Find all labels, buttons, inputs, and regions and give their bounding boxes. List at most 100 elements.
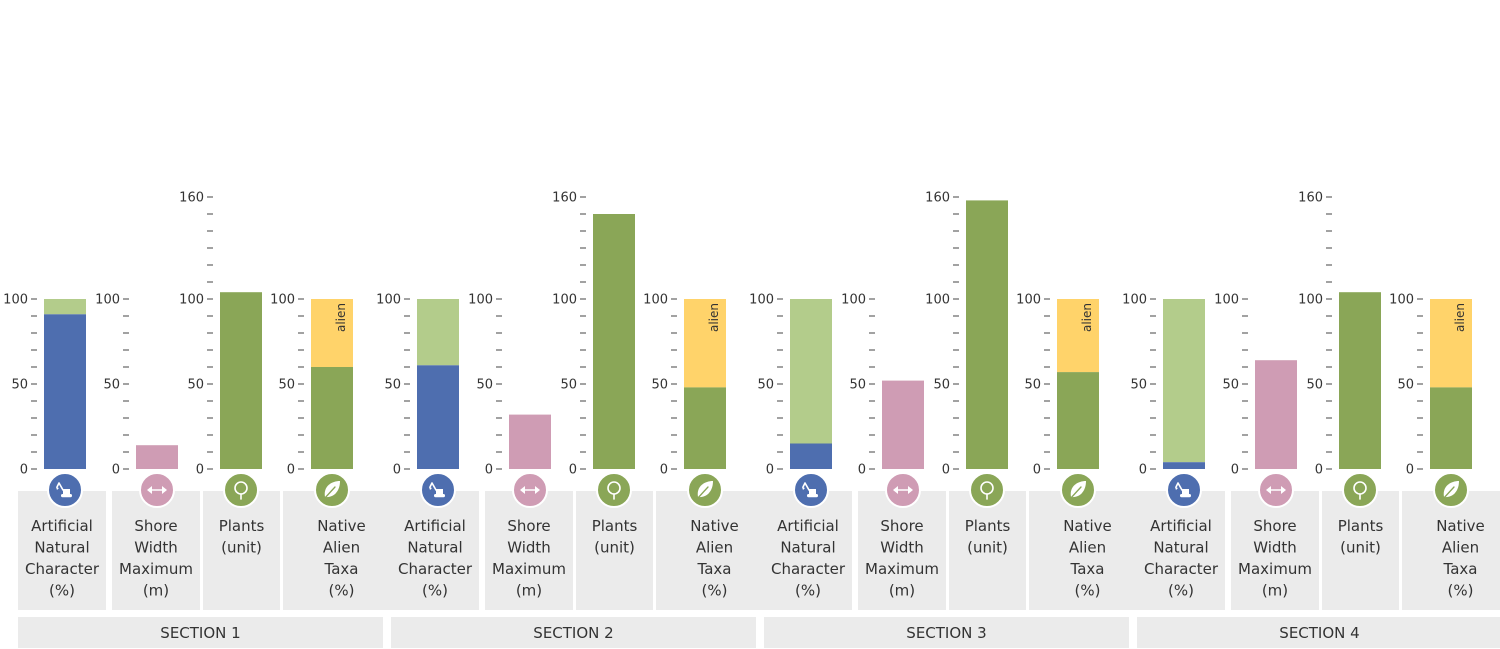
tick-label: 100 <box>925 293 950 308</box>
caption-panel <box>949 491 1026 610</box>
tick-label: 50 <box>384 378 401 393</box>
tick-label: 0 <box>1231 463 1239 478</box>
metric-caption: (%) <box>1075 582 1101 600</box>
metric-artificial: 0 50 100 Artificial Natural Character (%) <box>1122 293 1225 610</box>
tick-label: 0 <box>287 463 295 478</box>
caption-panel <box>1402 491 1500 610</box>
tick-label: 100 <box>1214 293 1239 308</box>
tick-label: 100 <box>552 293 577 308</box>
metric-caption: Width <box>1253 539 1297 557</box>
metric-caption: Plants <box>965 517 1011 535</box>
metric-native_alien: 0 50 100 alien Native Alien Taxa (%) <box>643 293 773 610</box>
metric-caption: Artificial <box>404 517 466 535</box>
tick-label: 50 <box>476 378 493 393</box>
section-4: SECTION 4 0 50 100 Artificial Natural Characte… <box>1122 191 1500 648</box>
tick-label: 160 <box>925 191 950 206</box>
section-label: SECTION 2 <box>533 624 613 642</box>
alien-label: alien <box>1453 303 1467 332</box>
icon-badge <box>969 472 1005 508</box>
metric-caption: (unit) <box>1340 539 1381 557</box>
bar-shore-width <box>882 380 924 469</box>
metric-caption: Shore <box>507 517 550 535</box>
tick-label: 0 <box>1315 463 1323 478</box>
metric-shore: 0 50 100 Shore Width Maximum (m) <box>468 293 573 610</box>
metric-plants: 0 50 100 160 Plants (unit) <box>552 191 653 610</box>
section-label-bg <box>18 617 383 648</box>
tick-label: 100 <box>1298 293 1323 308</box>
excavator-icon <box>47 472 83 508</box>
bar-natural <box>790 299 832 444</box>
tick-label: 100 <box>1389 293 1414 308</box>
caption-panel <box>576 491 653 610</box>
metric-caption: Natural <box>34 539 89 557</box>
metric-caption: Shore <box>880 517 923 535</box>
tick-label: 50 <box>757 378 774 393</box>
icon-badge <box>596 472 632 508</box>
tick-label: 100 <box>643 293 668 308</box>
tick-label: 50 <box>1397 378 1414 393</box>
metric-caption: Natural <box>780 539 835 557</box>
metric-artificial: 0 50 100 Artificial Natural Character (%) <box>376 293 479 610</box>
bar-artificial <box>1163 462 1205 469</box>
tree-icon <box>223 472 259 508</box>
double-arrow-icon <box>1258 472 1294 508</box>
icon-badge <box>223 472 259 508</box>
tick-label: 50 <box>651 378 668 393</box>
caption-panel <box>764 491 852 610</box>
tick-label: 50 <box>278 378 295 393</box>
tick-label: 100 <box>3 293 28 308</box>
metric-caption: Maximum <box>119 560 193 578</box>
metric-native_alien: 0 50 100 alien Native Alien Taxa (%) <box>1016 293 1146 610</box>
metric-caption: Alien <box>323 539 360 557</box>
tick-label: 160 <box>179 191 204 206</box>
bar-native <box>1430 387 1472 469</box>
double-arrow-icon <box>885 472 921 508</box>
tick-label: 0 <box>393 463 401 478</box>
metric-caption: Artificial <box>1150 517 1212 535</box>
tick-label: 0 <box>660 463 668 478</box>
caption-panel <box>18 491 106 610</box>
section-2: SECTION 2 0 50 100 Artificial Natural Characte… <box>376 191 773 648</box>
section-label-bg <box>1137 617 1500 648</box>
icon-badge <box>1342 472 1378 508</box>
metric-plants: 0 50 100 160 Plants (unit) <box>925 191 1026 610</box>
bar-native <box>311 367 353 469</box>
caption-panel <box>858 491 946 610</box>
bar-natural <box>44 299 86 315</box>
tree-icon <box>596 472 632 508</box>
section-label: SECTION 1 <box>160 624 240 642</box>
tick-label: 0 <box>569 463 577 478</box>
caption-panel <box>391 491 479 610</box>
metric-caption: Character <box>771 560 846 578</box>
metric-caption: Shore <box>1253 517 1296 535</box>
metric-caption: Character <box>398 560 473 578</box>
tick-label: 50 <box>11 378 28 393</box>
metric-native_alien: 0 50 100 alien Native Alien Taxa (%) <box>270 293 400 610</box>
metric-caption: Taxa <box>324 560 359 578</box>
leaf-icon <box>1433 472 1469 508</box>
metric-shore: 0 50 100 Shore Width Maximum (m) <box>95 293 200 610</box>
section-1: SECTION 1 0 50 100 Artificial Natural Characte… <box>3 191 400 648</box>
leaf-icon <box>687 472 723 508</box>
tick-label: 100 <box>749 293 774 308</box>
tick-label: 0 <box>1139 463 1147 478</box>
metric-caption: Width <box>134 539 178 557</box>
metric-caption: Natural <box>407 539 462 557</box>
metric-artificial: 0 50 100 Artificial Natural Character (%) <box>749 293 852 610</box>
metric-caption: Native <box>1063 517 1112 535</box>
double-arrow-icon <box>139 472 175 508</box>
metric-caption: (m) <box>1262 582 1288 600</box>
metric-shore: 0 50 100 Shore Width Maximum (m) <box>841 293 946 610</box>
metric-caption: Alien <box>696 539 733 557</box>
bar-shore-width <box>136 445 178 469</box>
metric-caption: (m) <box>516 582 542 600</box>
metric-caption: (%) <box>702 582 728 600</box>
metric-caption: Width <box>880 539 924 557</box>
metric-caption: Character <box>1144 560 1219 578</box>
metric-artificial: 0 50 100 Artificial Natural Character (%) <box>3 293 106 610</box>
section-label-bg <box>764 617 1129 648</box>
metric-caption: Alien <box>1069 539 1106 557</box>
caption-panel <box>203 491 280 610</box>
section-label: SECTION 4 <box>1279 624 1359 642</box>
metric-caption: Artificial <box>777 517 839 535</box>
